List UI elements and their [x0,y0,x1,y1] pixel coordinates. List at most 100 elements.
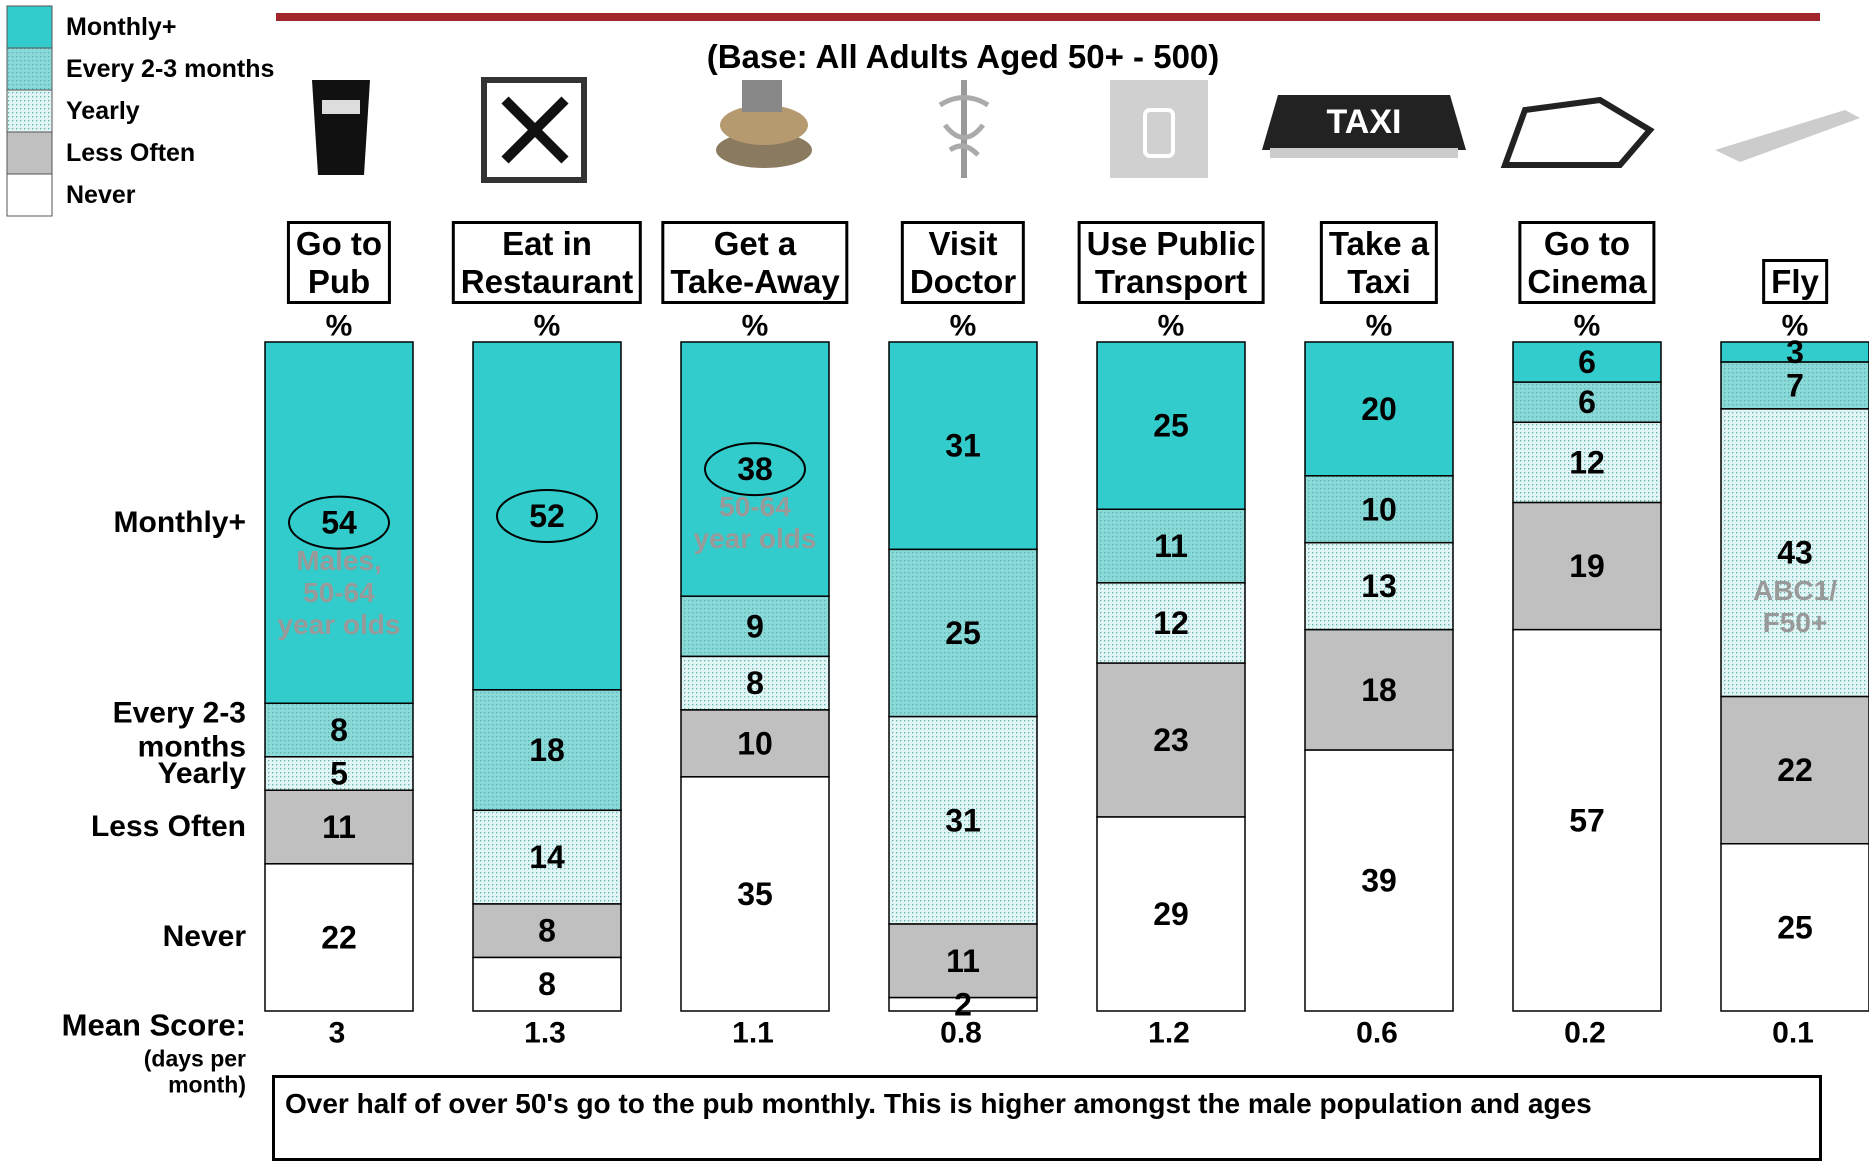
bar-segment [1720,408,1869,698]
value-label: 38 [737,451,773,487]
restaurant-cutlery [501,96,569,164]
value-label: 25 [1777,909,1813,945]
unit-label: % [534,310,561,343]
value-label: 23 [1153,722,1189,758]
value-label: 43 [1777,535,1813,571]
unit-label: % [326,310,353,343]
bar-segment [472,956,622,1012]
takeaway-box [742,80,782,112]
unit-label: % [742,310,769,343]
pint-icon [312,80,370,175]
legend-label: Monthly+ [66,13,176,41]
value-label: 14 [529,839,565,875]
unit-label: % [1574,310,1601,343]
icons: TAXI [312,77,1860,183]
value-label: 20 [1361,391,1397,427]
value-label: 29 [1153,896,1189,932]
bar-segment [1720,361,1869,410]
category-header: Visit Doctor [900,221,1026,304]
bar-segment [888,548,1038,718]
bar-segment [1512,381,1662,424]
category-header: Go to Cinema [1518,221,1656,304]
transport-tram [1143,108,1175,158]
bar-segment [1720,695,1869,845]
value-label: 52 [529,498,565,534]
value-label: 3 [1786,334,1804,370]
value-label: 12 [1569,444,1605,480]
mean-score: 3 [329,1017,346,1050]
legend-swatch [6,173,53,217]
annotation: Males, 50-64 year olds [277,544,401,640]
category-header: Eat in Restaurant [451,221,643,304]
bar-segment [1720,843,1869,1012]
value-label: 31 [945,428,981,464]
annotation: 50-64 year olds [693,491,817,555]
legend-label: Less Often [66,139,195,167]
value-circle [496,488,598,543]
legend-swatch [6,131,53,175]
bar-segment [472,903,622,959]
legend-label: Never [66,181,136,209]
bar-segment [888,996,1038,1012]
value-label: 39 [1361,863,1397,899]
value-label: 25 [945,615,981,651]
row-label: Never [162,920,246,954]
bar-segment [680,655,830,711]
bar-segment [472,809,622,905]
value-label: 19 [1569,548,1605,584]
value-label: 11 [1154,528,1188,564]
category-header: Fly [1762,258,1828,304]
row-label: Monthly+ [113,505,247,539]
value-label: 13 [1361,568,1397,604]
value-label: 8 [746,665,764,701]
legend-swatch [6,89,53,133]
mean-label: Mean Score: [62,1008,246,1043]
legend-label: Yearly [66,97,140,125]
bar-segment [264,789,414,865]
transport-icon [1110,80,1208,178]
mean-score: 0.2 [1564,1017,1606,1050]
bar-segment [680,776,830,1012]
value-label: 25 [1153,408,1189,444]
legend-swatch [6,5,53,49]
mean-score: 1.3 [524,1017,566,1050]
row-label: Every 2-3 months [112,696,246,764]
top-rule [276,13,1820,21]
value-label: 9 [746,608,764,644]
row-label: Less Often [90,810,246,844]
bar-segment [1512,421,1662,504]
value-circle [288,495,390,550]
value-label: 2 [954,986,972,1022]
bar-segment [1096,816,1246,1012]
value-label: 54 [321,505,357,541]
value-label: 6 [1578,344,1596,380]
value-label: 31 [945,802,981,838]
mean-sublabel: (days per month) [143,1045,246,1098]
unit-label: % [1366,310,1393,343]
bar-segment [472,689,622,812]
bar-segment [888,923,1038,999]
value-label: 35 [737,876,773,912]
value-circle [704,442,806,497]
value-label: 8 [538,966,556,1002]
taxi-sign: TAXI [1327,103,1402,141]
value-label: 5 [330,756,348,792]
value-label: 8 [538,913,556,949]
unit-label: % [1782,310,1809,343]
value-label: 18 [1361,672,1397,708]
bars [264,341,1869,1012]
bar-segment [1304,628,1454,751]
chart: TAXI Monthly+ Every 2-3 months Yearly Less … [6,5,1869,1050]
caduceus-snakes [938,95,990,157]
mean-score: 0.8 [940,1017,982,1050]
value-label: 22 [321,919,357,955]
footnote: Over half of over 50's go to the pub mon… [272,1075,1822,1161]
bar-segment [1512,628,1662,1012]
mean-score: 1.1 [732,1017,774,1050]
bar-segment [1304,749,1454,1012]
page: TAXI Monthly+ Every 2-3 months Yearly Less … [6,5,1869,1161]
burger-top [720,105,808,145]
bar-segment [1096,341,1246,510]
value-label: 10 [1361,491,1397,527]
value-label: 18 [529,732,565,768]
